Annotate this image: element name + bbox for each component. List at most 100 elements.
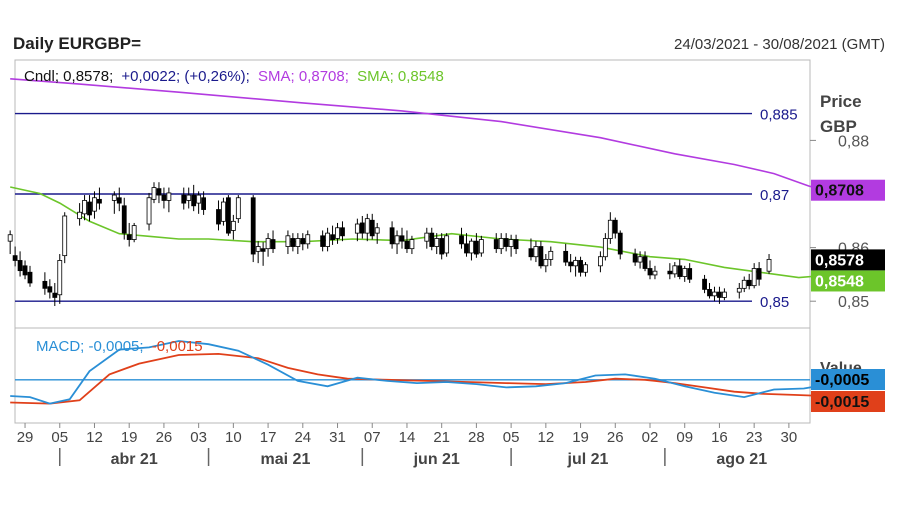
candle-body <box>161 194 167 201</box>
candle-3 <box>22 260 28 280</box>
candle-body <box>12 255 18 261</box>
candle-body <box>583 264 588 273</box>
candle-body <box>424 232 430 242</box>
candle-body <box>459 235 464 245</box>
candle-104 <box>722 288 727 301</box>
candle-body <box>121 205 127 234</box>
candle-50 <box>354 218 360 242</box>
price-tick-label-0: 0,88 <box>838 133 869 150</box>
candle-body <box>498 238 504 250</box>
candle-body <box>469 240 474 254</box>
candle-19 <box>131 222 137 243</box>
month-label-3: jul 21 <box>567 451 609 468</box>
candle-body <box>62 215 68 257</box>
candle-body <box>156 188 162 196</box>
candle-body <box>146 197 152 225</box>
candle-41 <box>290 233 296 252</box>
candle-body <box>255 246 261 252</box>
candle-body <box>444 235 450 254</box>
x-tick-label-22: 30 <box>781 429 798 446</box>
candle-12 <box>87 195 92 222</box>
x-tick-label-16: 19 <box>572 429 589 446</box>
candle-84 <box>583 262 588 277</box>
candle-86 <box>602 233 608 261</box>
candle-body <box>22 265 28 276</box>
candle-body <box>92 197 97 212</box>
hline-label-1: 0,87 <box>760 187 789 204</box>
candle-body <box>389 227 395 245</box>
candle-body <box>493 239 499 250</box>
badge-sma-slow-bg <box>811 179 885 201</box>
candle-59 <box>409 235 415 255</box>
month-label-1: mai 21 <box>261 451 311 468</box>
candle-54 <box>374 222 380 244</box>
x-tick-label-13: 28 <box>468 429 485 446</box>
candle-body <box>429 232 435 247</box>
x-tick-label-6: 10 <box>225 429 242 446</box>
candle-76 <box>533 241 539 263</box>
candle-14 <box>97 187 102 210</box>
candle-body <box>513 239 519 250</box>
candle-71 <box>498 233 504 255</box>
candle-body <box>439 238 445 255</box>
candle-99 <box>687 263 693 283</box>
candle-69 <box>478 235 484 257</box>
candle-38 <box>265 233 271 257</box>
candle-98 <box>682 265 688 282</box>
candle-body <box>230 220 236 231</box>
x-tick-label-19: 09 <box>676 429 693 446</box>
candle-body <box>464 243 469 254</box>
badge-close: 0,8578 <box>811 249 885 271</box>
candle-body <box>434 238 440 247</box>
candle-10 <box>77 203 82 226</box>
candle-body <box>548 250 554 260</box>
candle-85 <box>598 251 603 273</box>
candle-33 <box>230 214 236 240</box>
candle-39 <box>270 230 276 253</box>
candle-body <box>736 287 742 293</box>
candle-58 <box>404 230 410 253</box>
badge-signal-bg <box>811 391 885 412</box>
candle-48 <box>335 222 340 244</box>
candle-body <box>325 232 331 247</box>
candle-body <box>260 248 266 252</box>
candle-83 <box>578 256 583 277</box>
signal-line <box>10 352 824 405</box>
candle-body <box>617 232 623 255</box>
candle-20 <box>146 192 152 231</box>
candle-body <box>131 225 137 240</box>
candle-body <box>652 270 658 276</box>
candle-109 <box>756 262 762 286</box>
month-label-4: ago 21 <box>716 451 767 468</box>
candle-101 <box>707 282 712 299</box>
candle-103 <box>717 286 722 304</box>
hline-label-0: 0,885 <box>760 107 798 124</box>
candle-body <box>677 265 683 277</box>
candle-body <box>409 239 415 250</box>
candle-body <box>270 239 276 250</box>
candle-72 <box>503 233 509 252</box>
candle-body <box>607 219 613 239</box>
candle-body <box>359 222 365 234</box>
price-badges: 0,8708 0,8578 0,8548 <box>811 179 885 292</box>
candle-body <box>404 240 410 250</box>
month-label-2: jun 21 <box>413 451 460 468</box>
badge-macd: -0,0005 <box>811 369 885 390</box>
candle-74 <box>513 234 519 255</box>
candle-89 <box>617 230 623 260</box>
candle-body <box>598 256 603 267</box>
badge-close-bg <box>811 249 885 271</box>
x-tick-label-9: 31 <box>329 429 346 446</box>
candle-63 <box>439 233 445 260</box>
candle-body <box>7 234 13 242</box>
legend-change: +0,0022; (+0,26%); <box>121 68 249 85</box>
candle-31 <box>221 197 226 226</box>
candle-27 <box>191 184 197 212</box>
macd-badges: -0,0005 -0,0015 <box>811 369 885 412</box>
candle-body <box>27 271 33 284</box>
badge-sma-slow: 0,8708 <box>811 179 885 201</box>
candle-67 <box>469 238 474 261</box>
candle-body <box>543 258 549 267</box>
chart-title: Daily EURGBP= <box>13 34 141 53</box>
